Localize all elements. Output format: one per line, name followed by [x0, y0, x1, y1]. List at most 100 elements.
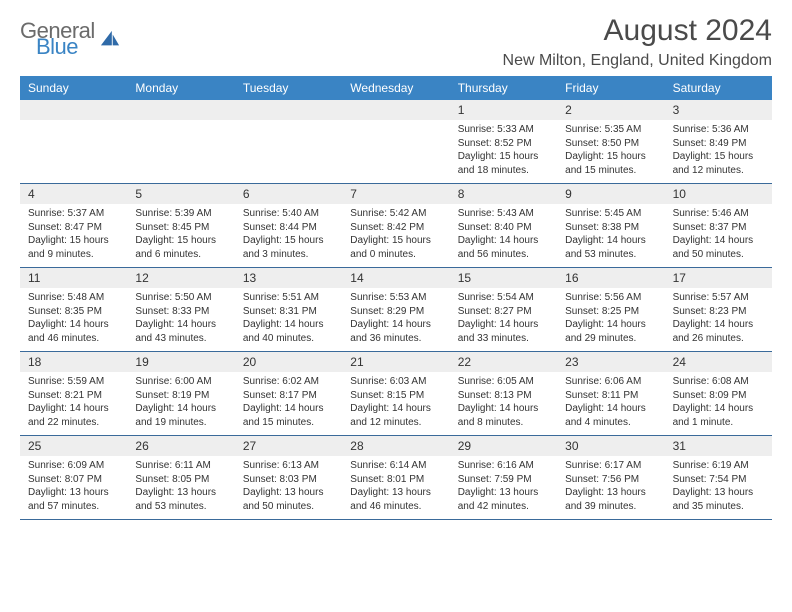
daylight-text: Daylight: 13 hours and 35 minutes.	[673, 486, 764, 513]
weekday-header: Monday	[127, 76, 234, 100]
sunrise-text: Sunrise: 5:40 AM	[243, 207, 334, 221]
day-number: 24	[665, 352, 772, 372]
week-row: 18192021222324Sunrise: 5:59 AMSunset: 8:…	[20, 352, 772, 436]
day-number: 22	[450, 352, 557, 372]
day-number: 30	[557, 436, 664, 456]
day-detail: Sunrise: 5:40 AMSunset: 8:44 PMDaylight:…	[235, 204, 342, 267]
day-detail: Sunrise: 6:11 AMSunset: 8:05 PMDaylight:…	[127, 456, 234, 519]
weekday-header: Wednesday	[342, 76, 449, 100]
daylight-text: Daylight: 15 hours and 3 minutes.	[243, 234, 334, 261]
daylight-text: Daylight: 14 hours and 15 minutes.	[243, 402, 334, 429]
calendar-grid: SundayMondayTuesdayWednesdayThursdayFrid…	[20, 76, 772, 520]
day-number: 25	[20, 436, 127, 456]
sunset-text: Sunset: 8:29 PM	[350, 305, 441, 319]
detail-strip: Sunrise: 6:09 AMSunset: 8:07 PMDaylight:…	[20, 456, 772, 519]
day-number: 16	[557, 268, 664, 288]
day-number: 18	[20, 352, 127, 372]
day-number: 15	[450, 268, 557, 288]
daylight-text: Daylight: 13 hours and 39 minutes.	[565, 486, 656, 513]
day-detail: Sunrise: 5:56 AMSunset: 8:25 PMDaylight:…	[557, 288, 664, 351]
sunrise-text: Sunrise: 6:02 AM	[243, 375, 334, 389]
day-detail: Sunrise: 6:13 AMSunset: 8:03 PMDaylight:…	[235, 456, 342, 519]
day-number	[235, 100, 342, 120]
detail-strip: Sunrise: 5:33 AMSunset: 8:52 PMDaylight:…	[20, 120, 772, 183]
sunset-text: Sunset: 8:40 PM	[458, 221, 549, 235]
sunrise-text: Sunrise: 6:16 AM	[458, 459, 549, 473]
sunset-text: Sunset: 8:52 PM	[458, 137, 549, 151]
day-detail	[342, 120, 449, 183]
day-detail	[127, 120, 234, 183]
day-number: 26	[127, 436, 234, 456]
sunrise-text: Sunrise: 5:37 AM	[28, 207, 119, 221]
day-number	[20, 100, 127, 120]
day-detail: Sunrise: 6:16 AMSunset: 7:59 PMDaylight:…	[450, 456, 557, 519]
day-detail: Sunrise: 5:57 AMSunset: 8:23 PMDaylight:…	[665, 288, 772, 351]
day-number: 13	[235, 268, 342, 288]
sunrise-text: Sunrise: 5:59 AM	[28, 375, 119, 389]
day-detail	[20, 120, 127, 183]
day-number: 5	[127, 184, 234, 204]
daynum-strip: 45678910	[20, 184, 772, 204]
daynum-strip: 25262728293031	[20, 436, 772, 456]
sunrise-text: Sunrise: 5:57 AM	[673, 291, 764, 305]
sunrise-text: Sunrise: 5:45 AM	[565, 207, 656, 221]
day-detail: Sunrise: 5:50 AMSunset: 8:33 PMDaylight:…	[127, 288, 234, 351]
day-number: 12	[127, 268, 234, 288]
daylight-text: Daylight: 14 hours and 8 minutes.	[458, 402, 549, 429]
sunrise-text: Sunrise: 5:54 AM	[458, 291, 549, 305]
detail-strip: Sunrise: 5:37 AMSunset: 8:47 PMDaylight:…	[20, 204, 772, 267]
brand-text-stack: General Blue	[20, 20, 95, 58]
daylight-text: Daylight: 14 hours and 43 minutes.	[135, 318, 226, 345]
daylight-text: Daylight: 15 hours and 6 minutes.	[135, 234, 226, 261]
detail-strip: Sunrise: 5:59 AMSunset: 8:21 PMDaylight:…	[20, 372, 772, 435]
sunrise-text: Sunrise: 6:08 AM	[673, 375, 764, 389]
daylight-text: Daylight: 15 hours and 15 minutes.	[565, 150, 656, 177]
daylight-text: Daylight: 14 hours and 56 minutes.	[458, 234, 549, 261]
day-number: 14	[342, 268, 449, 288]
daylight-text: Daylight: 15 hours and 9 minutes.	[28, 234, 119, 261]
brand-blue: Blue	[36, 36, 95, 58]
day-detail: Sunrise: 5:43 AMSunset: 8:40 PMDaylight:…	[450, 204, 557, 267]
calendar-page: General Blue August 2024 New Milton, Eng…	[0, 0, 792, 612]
day-detail: Sunrise: 5:46 AMSunset: 8:37 PMDaylight:…	[665, 204, 772, 267]
day-number: 2	[557, 100, 664, 120]
day-number: 27	[235, 436, 342, 456]
sunset-text: Sunset: 7:54 PM	[673, 473, 764, 487]
sunset-text: Sunset: 8:44 PM	[243, 221, 334, 235]
day-detail: Sunrise: 6:14 AMSunset: 8:01 PMDaylight:…	[342, 456, 449, 519]
sunset-text: Sunset: 8:38 PM	[565, 221, 656, 235]
week-row: 25262728293031Sunrise: 6:09 AMSunset: 8:…	[20, 436, 772, 520]
sunrise-text: Sunrise: 6:06 AM	[565, 375, 656, 389]
sunset-text: Sunset: 8:13 PM	[458, 389, 549, 403]
day-number: 17	[665, 268, 772, 288]
sunrise-text: Sunrise: 6:00 AM	[135, 375, 226, 389]
day-number	[127, 100, 234, 120]
daylight-text: Daylight: 14 hours and 36 minutes.	[350, 318, 441, 345]
day-detail	[235, 120, 342, 183]
day-number: 7	[342, 184, 449, 204]
daylight-text: Daylight: 14 hours and 22 minutes.	[28, 402, 119, 429]
sunrise-text: Sunrise: 6:14 AM	[350, 459, 441, 473]
sunset-text: Sunset: 8:50 PM	[565, 137, 656, 151]
day-number: 29	[450, 436, 557, 456]
sunset-text: Sunset: 8:47 PM	[28, 221, 119, 235]
sunset-text: Sunset: 8:49 PM	[673, 137, 764, 151]
weekday-header-row: SundayMondayTuesdayWednesdayThursdayFrid…	[20, 76, 772, 100]
day-detail: Sunrise: 5:48 AMSunset: 8:35 PMDaylight:…	[20, 288, 127, 351]
day-number: 1	[450, 100, 557, 120]
day-number: 19	[127, 352, 234, 372]
sunset-text: Sunset: 8:35 PM	[28, 305, 119, 319]
daylight-text: Daylight: 14 hours and 46 minutes.	[28, 318, 119, 345]
sunset-text: Sunset: 8:15 PM	[350, 389, 441, 403]
day-detail: Sunrise: 5:45 AMSunset: 8:38 PMDaylight:…	[557, 204, 664, 267]
sunrise-text: Sunrise: 6:19 AM	[673, 459, 764, 473]
day-detail: Sunrise: 5:37 AMSunset: 8:47 PMDaylight:…	[20, 204, 127, 267]
sunrise-text: Sunrise: 5:48 AM	[28, 291, 119, 305]
sunset-text: Sunset: 8:21 PM	[28, 389, 119, 403]
day-detail: Sunrise: 6:00 AMSunset: 8:19 PMDaylight:…	[127, 372, 234, 435]
day-number: 4	[20, 184, 127, 204]
week-row: 11121314151617Sunrise: 5:48 AMSunset: 8:…	[20, 268, 772, 352]
day-detail: Sunrise: 5:54 AMSunset: 8:27 PMDaylight:…	[450, 288, 557, 351]
daynum-strip: 123	[20, 100, 772, 120]
day-detail: Sunrise: 5:36 AMSunset: 8:49 PMDaylight:…	[665, 120, 772, 183]
